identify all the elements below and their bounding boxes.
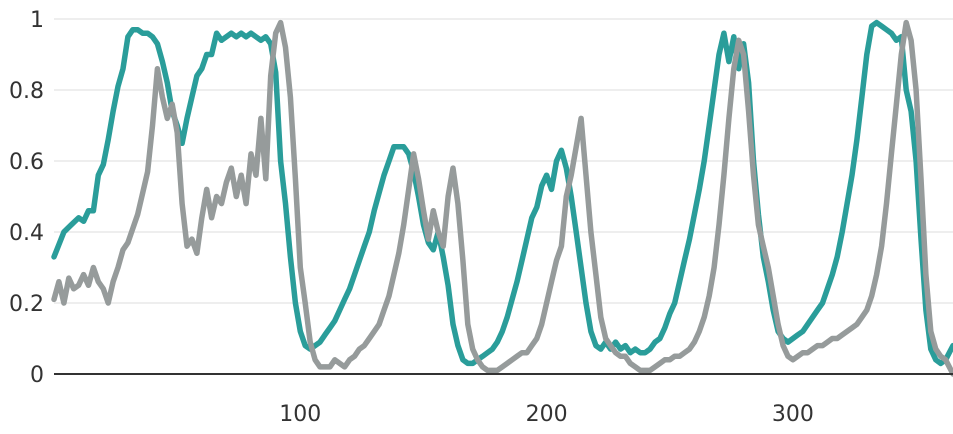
grid-lines (54, 18, 953, 304)
series-line-1 (51, 19, 953, 367)
y-tick-label: 0.4 (9, 221, 44, 246)
y-tick-label: 0.8 (9, 79, 44, 104)
y-tick-labels: 0 0.2 0.4 0.6 0.8 1 (9, 8, 44, 388)
series-line-2 (51, 19, 953, 377)
y-tick-label: 0.2 (9, 292, 44, 317)
x-tick-label: 100 (279, 402, 321, 427)
series-lines (51, 19, 953, 377)
y-tick-label: 0 (30, 363, 44, 388)
x-tick-labels: 100 200 300 (279, 402, 814, 427)
x-tick-label: 200 (526, 402, 568, 427)
y-tick-label: 1 (30, 8, 44, 33)
x-tick-label: 300 (772, 402, 814, 427)
y-tick-label: 0.6 (9, 150, 44, 175)
